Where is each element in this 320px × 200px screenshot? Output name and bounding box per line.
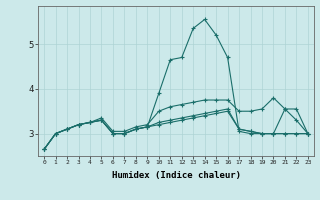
X-axis label: Humidex (Indice chaleur): Humidex (Indice chaleur): [111, 171, 241, 180]
